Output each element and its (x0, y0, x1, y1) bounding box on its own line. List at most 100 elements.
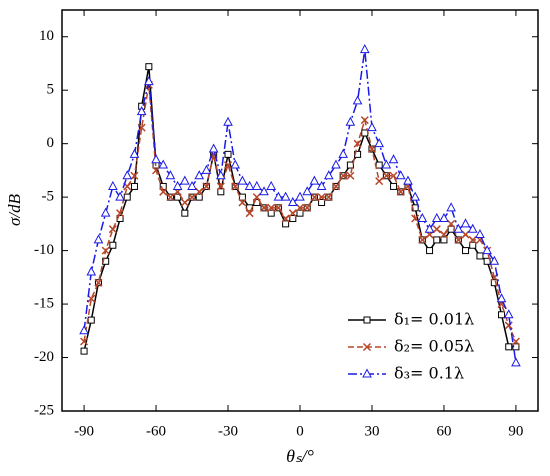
marker (339, 171, 348, 180)
marker (318, 198, 326, 206)
marker (295, 191, 305, 201)
marker (129, 148, 140, 158)
marker (130, 182, 138, 190)
marker (208, 143, 219, 153)
marker (424, 223, 435, 233)
y-tick-label: -5 (42, 189, 55, 205)
marker (252, 193, 261, 202)
y-tick-label: 10 (39, 28, 54, 44)
legend-marker (362, 342, 372, 352)
marker (223, 116, 233, 126)
marker (224, 150, 232, 158)
marker (352, 95, 363, 105)
marker (454, 235, 463, 244)
marker (217, 188, 225, 196)
marker (309, 175, 320, 185)
marker (136, 106, 147, 116)
marker (216, 182, 225, 191)
marker (460, 218, 471, 228)
marker (468, 235, 477, 244)
marker (396, 187, 405, 196)
marker (223, 161, 233, 170)
marker (432, 225, 441, 234)
marker (159, 187, 168, 196)
marker (310, 193, 319, 202)
marker (238, 193, 246, 201)
marker (395, 170, 406, 180)
marker (375, 161, 383, 169)
marker (359, 44, 370, 54)
marker (439, 230, 448, 239)
marker (418, 235, 427, 244)
marker (145, 63, 153, 71)
marker (346, 161, 354, 169)
marker (231, 182, 240, 191)
marker (475, 228, 485, 239)
marker (433, 236, 441, 244)
marker (382, 171, 391, 180)
marker (281, 214, 290, 223)
marker (390, 182, 398, 190)
marker (116, 209, 125, 218)
marker (122, 170, 133, 180)
x-tick-label: 30 (364, 423, 379, 439)
marker (244, 180, 255, 190)
marker (381, 159, 392, 169)
marker (259, 203, 269, 212)
marker (504, 321, 513, 330)
marker (505, 343, 513, 351)
x-axis-label: θₛ/° (286, 446, 314, 466)
x-tick-label: 90 (508, 423, 523, 439)
legend-marker (362, 368, 372, 378)
marker (467, 223, 478, 233)
marker (201, 164, 212, 174)
marker (331, 182, 341, 191)
marker (267, 203, 276, 212)
marker (280, 191, 291, 201)
marker (180, 198, 189, 207)
marker (411, 214, 420, 223)
marker (181, 209, 189, 217)
marker (144, 76, 154, 86)
marker (152, 166, 161, 175)
marker (251, 180, 262, 190)
marker (360, 116, 369, 125)
marker (317, 193, 326, 202)
marker (367, 144, 377, 154)
marker (274, 203, 283, 212)
marker (498, 311, 506, 319)
marker (410, 191, 420, 201)
marker (130, 171, 139, 180)
marker (503, 309, 514, 319)
marker (324, 193, 333, 202)
marker (282, 220, 290, 228)
marker (158, 159, 169, 169)
marker (346, 171, 355, 180)
marker (109, 241, 117, 249)
marker (375, 177, 384, 186)
x-tick-label: -60 (146, 423, 166, 439)
marker (93, 234, 104, 244)
x-tick-label: -90 (74, 423, 94, 439)
marker (288, 209, 297, 218)
marker (417, 212, 428, 223)
marker (259, 186, 269, 196)
marker (100, 207, 111, 217)
marker (195, 193, 203, 201)
marker (482, 245, 492, 255)
marker (496, 293, 507, 303)
marker (476, 252, 484, 260)
marker (123, 193, 131, 201)
marker (447, 219, 456, 228)
marker (266, 180, 277, 190)
marker (238, 198, 247, 207)
marker (389, 171, 398, 180)
marker (230, 159, 241, 169)
y-tick-label: -10 (34, 242, 54, 258)
marker (80, 347, 88, 355)
marker (267, 209, 275, 217)
marker (338, 148, 349, 158)
x-tick-label: 60 (436, 423, 451, 439)
